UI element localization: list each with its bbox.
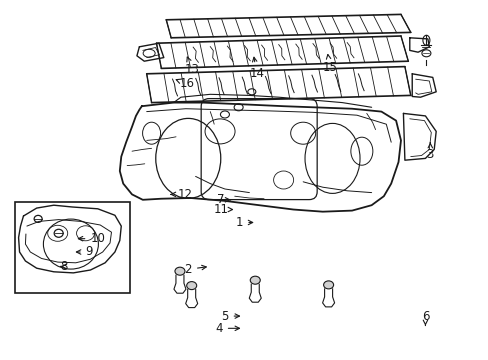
Ellipse shape [323, 281, 333, 289]
Text: 13: 13 [184, 57, 199, 76]
Text: 1: 1 [235, 216, 252, 229]
Ellipse shape [54, 229, 63, 237]
Text: 2: 2 [184, 263, 206, 276]
Text: 3: 3 [426, 143, 433, 161]
Text: 11: 11 [213, 203, 232, 216]
Text: 6: 6 [421, 310, 428, 325]
Text: 14: 14 [249, 57, 264, 80]
Text: 12: 12 [171, 188, 192, 201]
Ellipse shape [186, 282, 196, 289]
Text: 7: 7 [217, 193, 230, 206]
Text: 5: 5 [221, 310, 239, 323]
Ellipse shape [175, 267, 184, 275]
Text: 10: 10 [78, 232, 105, 245]
Ellipse shape [247, 89, 255, 95]
Ellipse shape [421, 50, 430, 57]
Ellipse shape [34, 215, 42, 222]
Text: 9: 9 [76, 246, 93, 258]
Text: 16: 16 [176, 77, 194, 90]
Ellipse shape [234, 104, 243, 111]
Text: 4: 4 [215, 322, 239, 335]
Ellipse shape [220, 111, 229, 118]
Bar [15, 202, 129, 293]
Ellipse shape [250, 276, 260, 284]
Text: 15: 15 [322, 54, 337, 74]
Text: 8: 8 [60, 260, 67, 273]
